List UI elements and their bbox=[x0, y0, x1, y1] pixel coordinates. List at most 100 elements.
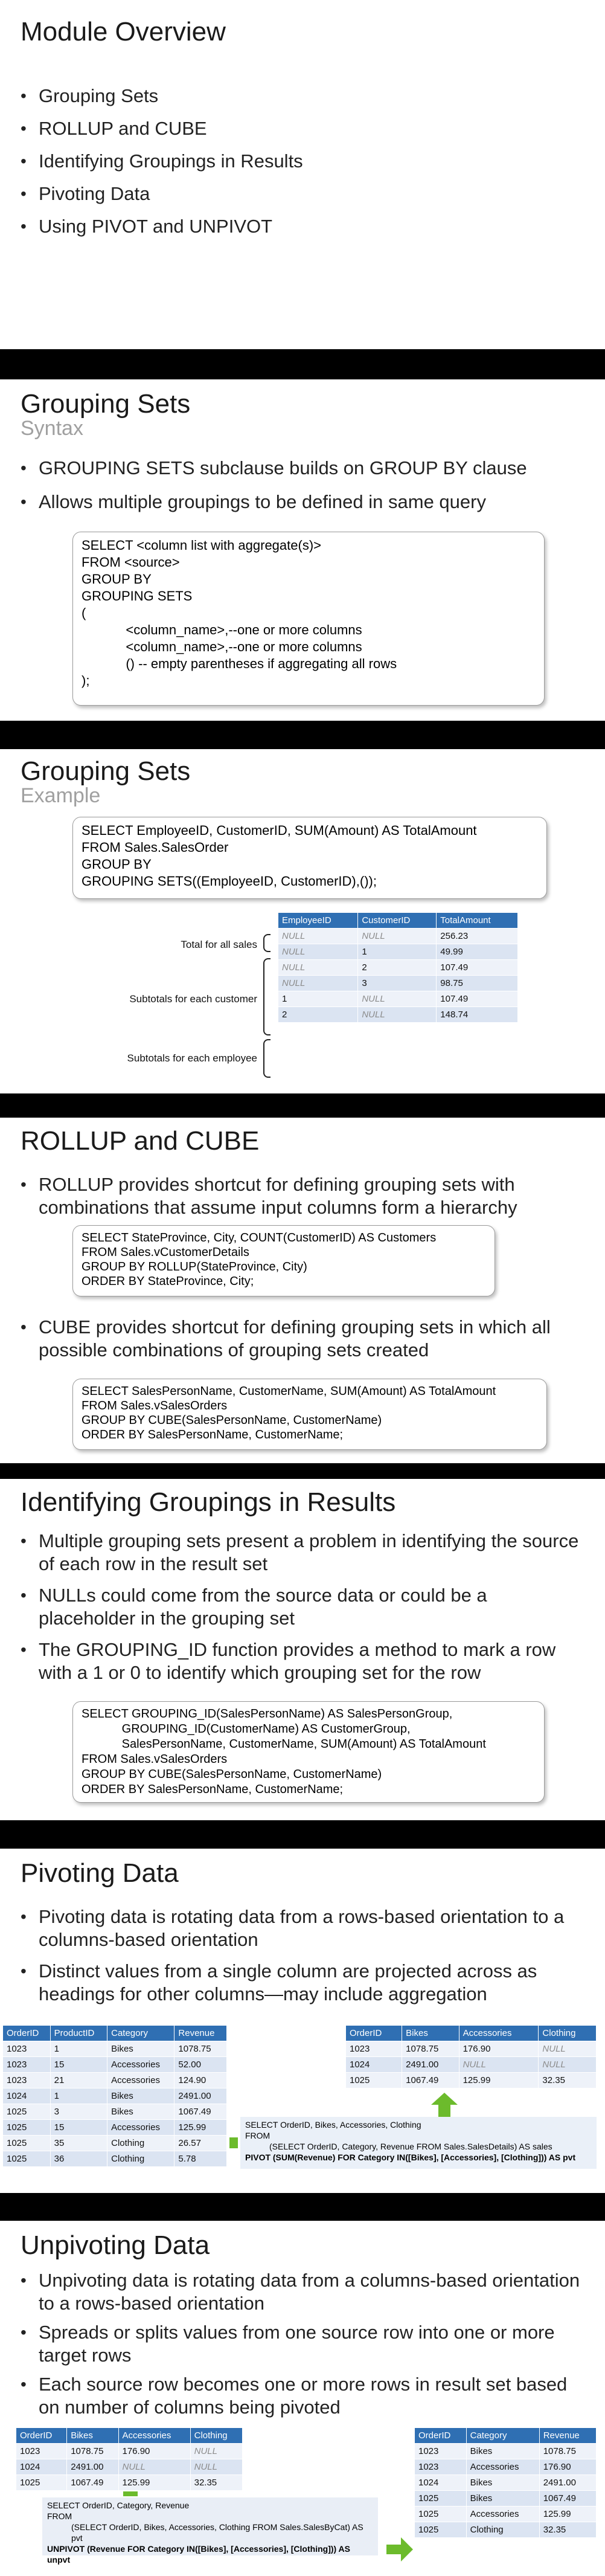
code-block: SELECT SalesPersonName, CustomerName, SU… bbox=[72, 1379, 547, 1450]
table-cell: 1023 bbox=[2, 2056, 51, 2073]
table-cell: Clothing bbox=[107, 2151, 175, 2167]
bullet: • NULLs could come from the source data o… bbox=[21, 1584, 588, 1630]
bullet-dot: • bbox=[21, 2375, 27, 2394]
slide-title: Identifying Groupings in Results bbox=[21, 1487, 396, 1517]
table-cell: 1025 bbox=[15, 2475, 68, 2491]
table-row: 1023 1078.75 176.90 NULL bbox=[15, 2443, 243, 2459]
bullet: • Identifying Groupings in Results bbox=[21, 150, 303, 173]
table-cell: 148.74 bbox=[436, 1006, 518, 1023]
code-line: <column_name>,--one or more columns bbox=[82, 639, 362, 654]
table-cell: 1025 bbox=[414, 2506, 467, 2522]
code-line: GROUP BY CUBE(SalesPersonName, CustomerN… bbox=[82, 1414, 382, 1427]
table-cell: 35 bbox=[50, 2135, 108, 2151]
code-line: GROUP BY CUBE(SalesPersonName, CustomerN… bbox=[82, 1768, 382, 1781]
code-block: SELECT <column list with aggregate(s)> F… bbox=[72, 532, 545, 706]
sql-line: SELECT OrderID, Category, Revenue bbox=[47, 2500, 190, 2510]
code-line: GROUP BY bbox=[82, 857, 152, 872]
table-cell: 1025 bbox=[414, 2490, 467, 2507]
table-cell: 1023 bbox=[345, 2041, 403, 2057]
table-cell: Accessories bbox=[107, 2119, 175, 2136]
bullet-text: Using PIVOT and UNPIVOT bbox=[39, 216, 273, 237]
code-block: SELECT EmployeeID, CustomerID, SUM(Amoun… bbox=[72, 817, 547, 899]
code-line: ORDER BY StateProvince, City; bbox=[82, 1275, 254, 1288]
slide-unpivoting-data: Unpivoting Data • Unpivoting data is rota… bbox=[0, 2221, 605, 2576]
table-cell: NULL bbox=[458, 2056, 539, 2073]
table-cell: 1023 bbox=[15, 2443, 68, 2459]
code-line: SELECT EmployeeID, CustomerID, SUM(Amoun… bbox=[82, 823, 477, 838]
table-cell: 49.99 bbox=[436, 944, 518, 960]
bullet: • Multiple grouping sets present a proble… bbox=[21, 1530, 588, 1576]
table-cell: 2491.00 bbox=[402, 2056, 459, 2073]
table-cell: Accessories bbox=[107, 2072, 175, 2088]
table-cell: 125.99 bbox=[458, 2072, 539, 2088]
bullet-text: ROLLUP provides shortcut for defining gr… bbox=[39, 1174, 517, 1218]
right-arrow-icon bbox=[386, 2537, 413, 2562]
table-cell: 1 bbox=[50, 2041, 108, 2057]
bullet: • Grouping Sets bbox=[21, 85, 158, 108]
bullet-dot: • bbox=[21, 1962, 27, 1980]
bullet: • ROLLUP provides shortcut for defining g… bbox=[21, 1173, 588, 1219]
bullet-dot: • bbox=[21, 1640, 27, 1659]
table-cell: Accessories bbox=[466, 2459, 540, 2475]
table-cell: 36 bbox=[50, 2151, 108, 2167]
bullet-dot: • bbox=[21, 86, 27, 105]
table-cell: 5.78 bbox=[174, 2151, 227, 2167]
table-row: 1024 2491.00 NULL NULL bbox=[345, 2056, 597, 2073]
table-row: NULL 3 98.75 bbox=[277, 975, 518, 991]
table-row: 1023 1078.75 176.90 NULL bbox=[345, 2041, 597, 2057]
table-cell: 32.35 bbox=[538, 2072, 597, 2088]
table-cell: Bikes bbox=[107, 2041, 175, 2057]
table-cell: 1078.75 bbox=[402, 2041, 459, 2057]
slide-subtitle: Syntax bbox=[21, 417, 83, 440]
unpivoted-table: OrderID Category Revenue 1023 Bikes 1078.7… bbox=[414, 2427, 597, 2538]
code-line: GROUPING SETS bbox=[82, 588, 193, 604]
bullet-text: NULLs could come from the source data or… bbox=[39, 1585, 487, 1629]
bullet-text: Pivoting Data bbox=[39, 183, 150, 204]
slide-title: Module Overview bbox=[21, 17, 226, 47]
green-marker bbox=[123, 2491, 138, 2496]
code-line: ORDER BY SalesPersonName, CustomerName; bbox=[82, 1783, 344, 1796]
bullet-dot: • bbox=[21, 459, 27, 477]
bullet-text: Distinct values from a single column are… bbox=[39, 1960, 537, 2004]
slide-rollup-cube: ROLLUP and CUBE • ROLLUP provides shortcu… bbox=[0, 1118, 605, 1463]
bullet: • ROLLUP and CUBE bbox=[21, 117, 207, 140]
table-row: 1023 15 Accessories 52.00 bbox=[2, 2056, 227, 2073]
table-cell: 1024 bbox=[2, 2088, 51, 2104]
table-cell: 1 bbox=[50, 2088, 108, 2104]
column-header: TotalAmount bbox=[436, 912, 518, 929]
table-row: 1025 3 Bikes 1067.49 bbox=[2, 2104, 227, 2120]
code-line: ); bbox=[82, 673, 90, 688]
table-cell: 107.49 bbox=[436, 959, 518, 976]
table-cell: 176.90 bbox=[118, 2443, 191, 2459]
table-cell: 176.90 bbox=[539, 2459, 597, 2475]
slide-title: Grouping Sets bbox=[21, 389, 191, 419]
bullet-text: GROUPING SETS subclause builds on GROUP … bbox=[39, 457, 527, 478]
column-header: Bikes bbox=[402, 2025, 459, 2041]
table-row: NULL 1 49.99 bbox=[277, 944, 518, 960]
bullet: • Using PIVOT and UNPIVOT bbox=[21, 215, 272, 238]
table-cell: 125.99 bbox=[539, 2506, 597, 2522]
slide-title: Pivoting Data bbox=[21, 1858, 179, 1888]
slide-title: ROLLUP and CUBE bbox=[21, 1126, 260, 1156]
code-line: () -- empty parentheses if aggregating a… bbox=[82, 656, 397, 671]
table-cell: 107.49 bbox=[436, 991, 518, 1007]
column-header: Revenue bbox=[174, 2025, 227, 2041]
table-cell: Bikes bbox=[466, 2443, 540, 2459]
code-block: SELECT GROUPING_ID(SalesPersonName) AS S… bbox=[72, 1701, 545, 1803]
table-row: 1025 Clothing 32.35 bbox=[414, 2522, 597, 2538]
sql-line: (SELECT OrderID, Category, Revenue FROM … bbox=[269, 2142, 552, 2151]
table-cell: 21 bbox=[50, 2072, 108, 2088]
bullet-dot: • bbox=[21, 1318, 27, 1336]
annotation-label: Total for all sales bbox=[181, 939, 257, 950]
sql-line: UNPIVOT (Revenue FOR Category IN([Bikes]… bbox=[47, 2544, 350, 2565]
table-cell: 3 bbox=[50, 2104, 108, 2120]
table-cell: 1025 bbox=[2, 2104, 51, 2120]
code-line: FROM Sales.vSalesOrders bbox=[82, 1753, 228, 1766]
code-line: SELECT StateProvince, City, COUNT(Custom… bbox=[82, 1231, 437, 1245]
bullet-text: Identifying Groupings in Results bbox=[39, 150, 303, 172]
bullet-dot: • bbox=[21, 217, 27, 236]
column-header: OrderID bbox=[2, 2025, 51, 2041]
bullet-dot: • bbox=[21, 1175, 27, 1194]
table-cell: 52.00 bbox=[174, 2056, 227, 2073]
table-cell: 98.75 bbox=[436, 975, 518, 991]
